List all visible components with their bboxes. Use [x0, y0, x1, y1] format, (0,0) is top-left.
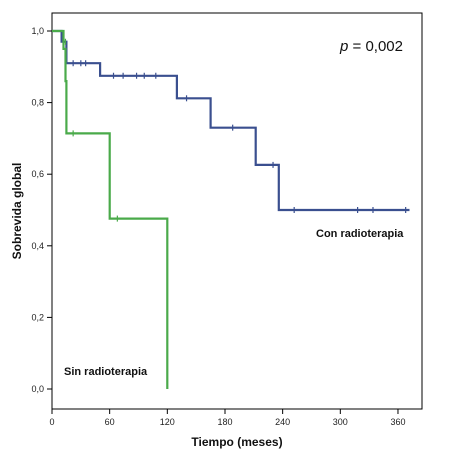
- plot-frame: [51, 12, 423, 410]
- series-label-con-radioterapia: Con radioterapia: [316, 228, 404, 240]
- y-tick-label: 0,8: [31, 98, 44, 108]
- x-axis-ticks: 0 60 120 180 240 300 360: [49, 409, 405, 427]
- x-tick-label: 120: [160, 417, 175, 427]
- y-tick-label: 0,6: [31, 169, 44, 179]
- x-tick-label: 240: [275, 417, 290, 427]
- x-tick-label: 0: [49, 417, 54, 427]
- p-value-annotation: p = 0,002: [339, 38, 403, 55]
- x-tick-label: 60: [105, 417, 115, 427]
- x-tick-label: 300: [333, 417, 348, 427]
- survival-line-sin-radioterapia: [52, 29, 169, 389]
- survival-curves: [52, 29, 410, 389]
- series-label-sin-radioterapia: Sin radioterapia: [64, 366, 148, 378]
- y-tick-label: 0,0: [31, 384, 44, 394]
- y-axis-ticks: 0,0 0,2 0,4 0,6 0,8 1,0: [31, 26, 52, 394]
- survival-line-con-radioterapia: [52, 29, 410, 212]
- y-tick-label: 0,4: [31, 241, 44, 251]
- x-axis-title: Tiempo (meses): [191, 435, 282, 449]
- p-value-symbol: p: [339, 38, 348, 55]
- y-tick-label: 0,2: [31, 312, 44, 322]
- y-axis-title: Sobrevida global: [10, 163, 24, 260]
- x-tick-label: 360: [390, 417, 405, 427]
- y-tick-label: 1,0: [31, 26, 44, 36]
- p-value-text: = 0,002: [348, 38, 403, 55]
- x-tick-label: 180: [217, 417, 232, 427]
